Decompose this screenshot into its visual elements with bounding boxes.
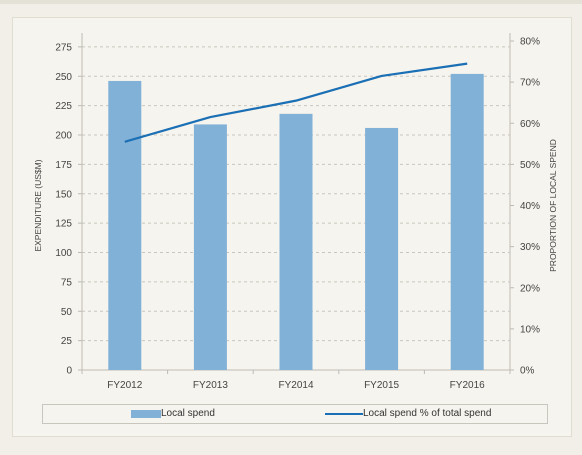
y-tick-label-left: 25: [61, 336, 73, 347]
legend-swatch-bar: [131, 409, 161, 418]
y-tick-label-left: 50: [61, 307, 73, 318]
y-tick-label-left: 150: [55, 189, 72, 200]
bar: [279, 113, 313, 370]
y-tick-label-right: 80%: [520, 37, 540, 48]
x-tick-label: FY2013: [193, 380, 228, 391]
y-axis-title-left: EXPENDITURE (US$M): [33, 159, 43, 251]
bar: [193, 124, 227, 370]
y-tick-label-left: 175: [55, 160, 72, 171]
bar: [365, 127, 399, 370]
y-tick-label-left: 75: [61, 277, 73, 288]
x-tick-label: FY2015: [364, 380, 399, 391]
y-tick-label-left: 275: [55, 42, 72, 53]
legend-label-local-spend-pct: Local spend % of total spend: [363, 408, 492, 419]
y-tick-label-left: 100: [55, 248, 72, 259]
y-tick-label-left: 225: [55, 101, 72, 112]
y-tick-label-right: 0%: [520, 366, 535, 377]
x-tick-label: FY2012: [107, 380, 142, 391]
legend-swatch-line: [325, 412, 363, 415]
y-tick-label-right: 30%: [520, 242, 540, 253]
legend-item-local-spend-pct: Local spend % of total spend: [325, 408, 491, 419]
y-tick-label-left: 200: [55, 131, 72, 142]
y-tick-label-left: 250: [55, 72, 72, 83]
top-rule: [0, 0, 582, 4]
y-tick-label-right: 60%: [520, 119, 540, 130]
y-tick-label-right: 10%: [520, 324, 540, 335]
y-tick-label-right: 40%: [520, 201, 540, 212]
y-tick-label-right: 70%: [520, 78, 540, 89]
y-axis-title-right: PROPORTION OF LOCAL SPEND: [548, 139, 558, 272]
line-series-local-spend-pct: [124, 62, 468, 143]
x-tick-label: FY2016: [450, 380, 485, 391]
y-tick-label-left: 125: [55, 219, 72, 230]
bar: [450, 73, 484, 371]
x-tick-label: FY2014: [278, 380, 313, 391]
legend-label-local-spend: Local spend: [161, 408, 215, 419]
y-tick-label-right: 50%: [520, 160, 540, 171]
bar: [108, 80, 142, 370]
y-tick-label-left: 0: [66, 366, 72, 377]
y-tick-label-right: 20%: [520, 283, 540, 294]
legend: Local spend Local spend % of total spend: [42, 404, 548, 424]
legend-item-local-spend: Local spend: [131, 408, 215, 419]
